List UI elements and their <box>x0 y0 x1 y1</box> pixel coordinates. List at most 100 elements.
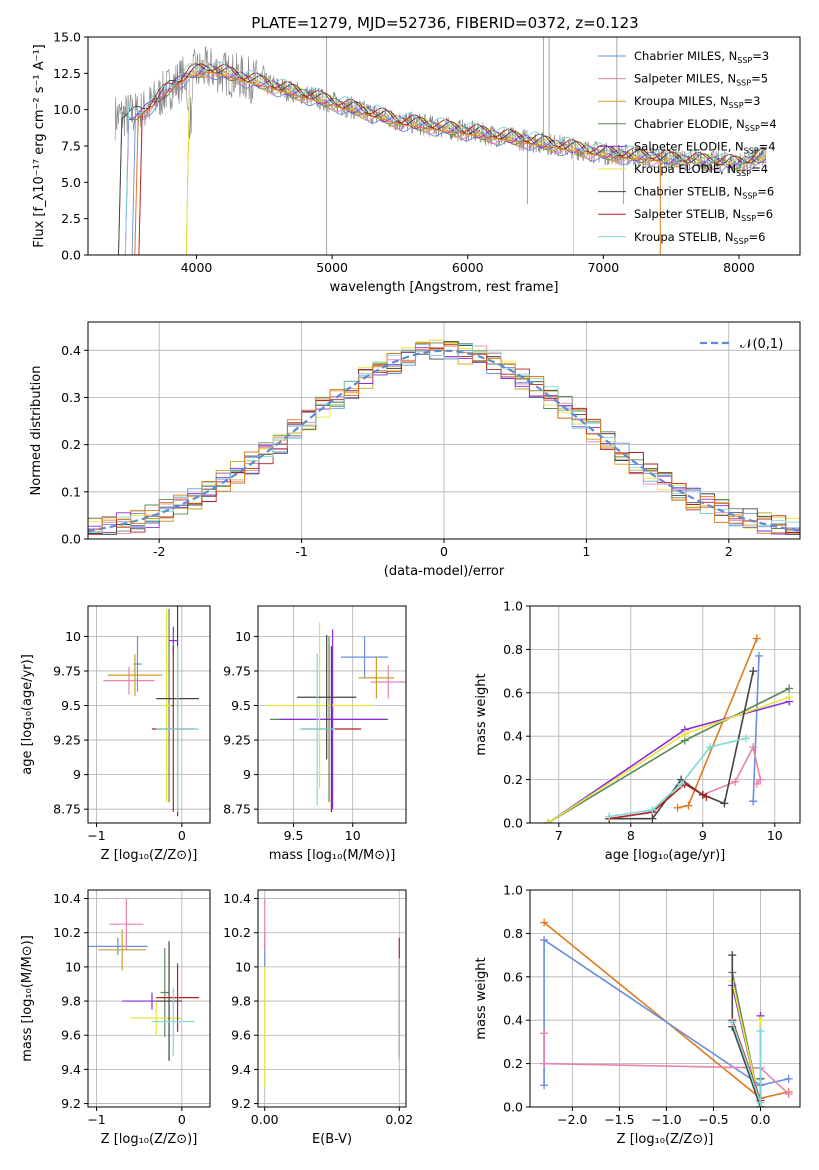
mass_vs_ebv-panel: 0.00 0.02 9.2 9.4 9.6 9.8 10 10.2 10.4 E(B-V) <box>223 889 413 1147</box>
y-tick-label: 10.4 <box>223 891 251 906</box>
model-spectrum-orange <box>131 71 661 255</box>
x-tick-label: 7 <box>555 828 563 843</box>
mass_vs_Z-plot-area <box>88 898 199 1061</box>
massweight_vs_Z-panel: −2.0 −1.5 −1.0 −0.5 0.0 0.0 0.2 0.4 0.6 0.8 1.0 Z [… <box>474 883 801 1147</box>
y-tick-label: 5.0 <box>61 175 81 190</box>
y-tick-label: 9.5 <box>231 698 251 713</box>
residuals-panel: -2 -1 0 1 2 0.0 0.1 0.2 0.3 0.4 (data-model)/error… <box>29 321 801 579</box>
massweight_vs_age-plot-area <box>544 634 794 823</box>
y-tick-label: 9.4 <box>61 1062 81 1077</box>
x-tick-label: 6000 <box>452 260 484 275</box>
y-tick-label: 10 <box>235 629 251 644</box>
y-tick-label: 8.75 <box>53 802 81 817</box>
y-tick-label: 10 <box>65 959 81 974</box>
residuals-plot-area <box>88 339 800 535</box>
x-axis-label: age [log₁₀(age/yr)] <box>605 848 726 863</box>
x-tick-label: −1 <box>87 1112 105 1127</box>
x-tick-label: 8 <box>627 828 635 843</box>
x-tick-label: −1.0 <box>651 1112 681 1127</box>
x-axis-label: Z [log₁₀(Z/Z⊙)] <box>101 848 198 863</box>
y-tick-label: 12.5 <box>53 66 81 81</box>
y-tick-label: 0.6 <box>503 969 523 984</box>
massweight_vs_Z-plot-area <box>540 918 793 1107</box>
x-tick-label: 8000 <box>723 260 755 275</box>
x-tick-label: −0.5 <box>698 1112 728 1127</box>
figure-title: PLATE=1279, MJD=52736, FIBERID=0372, z=0… <box>251 14 638 32</box>
legend-entry: 𝒩(0,1) <box>740 337 783 352</box>
y-axis-label: Normed distribution <box>29 366 44 496</box>
x-axis-label: (data-model)/error <box>384 564 505 579</box>
x-tick-label: 2 <box>725 544 733 559</box>
x-tick-label: 9 <box>699 828 707 843</box>
x-axis-label: Z [log₁₀(Z/Z⊙)] <box>101 1132 198 1147</box>
legend-entry: Chabrier ELODIE, NSSP=4 <box>634 117 777 133</box>
legend-entry: Kroupa ELODIE, NSSP=4 <box>634 162 768 178</box>
y-tick-label: 10.2 <box>53 925 81 940</box>
y-tick-label: 0.1 <box>61 484 81 499</box>
y-tick-label: 0.0 <box>61 532 81 547</box>
x-tick-label: 0.00 <box>251 1112 279 1127</box>
x-tick-label: −1 <box>87 828 105 843</box>
y-tick-label: 0.8 <box>503 642 523 657</box>
y-tick-label: 0.3 <box>61 390 81 405</box>
x-tick-label: 10 <box>767 828 783 843</box>
age_vs_Z-panel: −1 0 8.75 9 9.25 9.5 9.75 10 Z [log₁₀(Z/Z⊙)] age … <box>20 605 211 863</box>
normal-curve-line <box>88 349 800 532</box>
y-tick-label: 9 <box>243 767 251 782</box>
age_vs_mass-panel: 9.5 10 8.75 9 9.25 9.5 9.75 10 mass [log₁₀(M/M⊙)… <box>223 605 407 863</box>
x-axis-label: E(B-V) <box>312 1132 352 1147</box>
y-tick-label: 0.6 <box>503 685 523 700</box>
legend-entry: Salpeter ELODIE, NSSP=4 <box>634 139 776 155</box>
x-tick-label: 7000 <box>587 260 619 275</box>
mass-weight-line-6 <box>609 670 754 820</box>
y-tick-label: 9.6 <box>61 1028 81 1043</box>
y-tick-label: 9.6 <box>231 1028 251 1043</box>
y-axis-label: age [log₁₀(age/yr)] <box>20 654 35 775</box>
y-tick-label: 15.0 <box>53 30 81 45</box>
axes-frame <box>257 605 407 824</box>
y-tick-label: 10.0 <box>53 102 81 117</box>
y-tick-label: 0.4 <box>503 1013 523 1028</box>
mass_vs_Z-panel: −1 0 9.2 9.4 9.6 9.8 10 10.2 10.4 Z [log₁₀(Z/Z⊙)]… <box>20 889 211 1147</box>
y-tick-label: 9 <box>73 767 81 782</box>
y-tick-label: 9.2 <box>61 1096 81 1111</box>
x-tick-label: -2 <box>153 544 165 559</box>
y-tick-label: 9.8 <box>231 994 251 1009</box>
y-tick-label: 0.4 <box>503 729 523 744</box>
y-tick-label: 9.4 <box>231 1062 251 1077</box>
x-axis-label: mass [log₁₀(M/M⊙)] <box>269 848 396 863</box>
y-tick-label: 2.5 <box>61 211 81 226</box>
mass-weight-line-7 <box>609 782 707 820</box>
y-tick-label: 9.5 <box>61 698 81 713</box>
y-tick-label: 0.0 <box>503 1100 523 1115</box>
y-tick-label: 0.2 <box>503 1056 523 1071</box>
y-tick-label: 9.8 <box>61 994 81 1009</box>
y-tick-label: 10.4 <box>53 891 81 906</box>
y-tick-label: 8.75 <box>223 802 251 817</box>
y-tick-label: 10 <box>65 629 81 644</box>
y-tick-label: 0.0 <box>61 248 81 263</box>
x-tick-label: 5000 <box>316 260 348 275</box>
y-tick-label: 10 <box>235 959 251 974</box>
age_vs_Z-plot-area <box>103 606 199 817</box>
mass-weight-line-1 <box>543 938 789 1087</box>
axes-frame <box>529 605 801 824</box>
age_vs_mass-plot-area <box>266 622 406 812</box>
x-axis-label: Z [log₁₀(Z/Z⊙)] <box>617 1132 714 1147</box>
x-tick-label: −1.5 <box>604 1112 634 1127</box>
legend-entry: Salpeter MILES, NSSP=5 <box>634 72 768 88</box>
axes-frame <box>87 36 801 256</box>
massweight_vs_age-panel: 7 8 9 10 0.0 0.2 0.4 0.6 0.8 1.0 age [log₁₀(age/yr… <box>474 599 801 863</box>
y-tick-label: 9.25 <box>223 733 251 748</box>
legend-entry: Chabrier MILES, NSSP=3 <box>634 49 769 65</box>
legend-entry: Kroupa STELIB, NSSP=6 <box>634 230 765 246</box>
axes-frame <box>529 889 801 1108</box>
y-tick-label: 9.25 <box>53 733 81 748</box>
model-spectrum-7 <box>135 63 767 255</box>
spectrum-plot-area <box>114 37 767 255</box>
y-axis-label: mass weight <box>474 673 489 755</box>
legend-entry: Kroupa MILES, NSSP=3 <box>634 94 760 110</box>
mass-weight-line-2 <box>543 1033 790 1095</box>
legend-entry: Chabrier STELIB, NSSP=6 <box>634 185 774 201</box>
